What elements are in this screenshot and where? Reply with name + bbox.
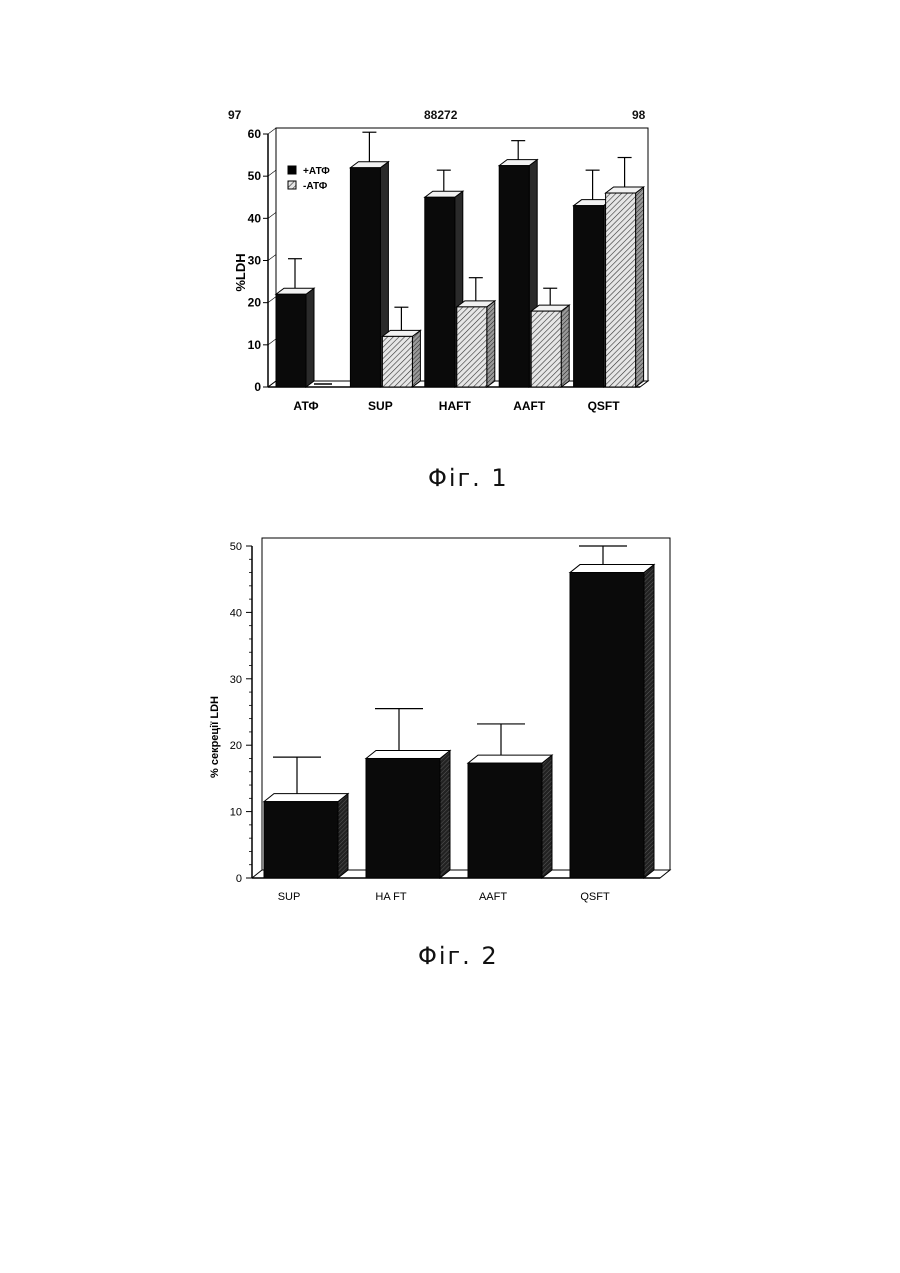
fig1-error-bar-plus [586,170,600,200]
fig1-y-tick-3d [268,255,276,261]
fig2-y-tick-label: 10 [230,807,242,819]
fig2-bar [366,750,450,878]
fig1-error-bar-plus [362,132,376,162]
fig2-error-bar [579,546,627,565]
figure-1-chart: 0 10 20 30 40 50 60 %LDH АТФ SUP HAFT AAFT QSFT +АТФ -… [233,127,648,413]
fig2-y-tick-label: 50 [230,541,242,553]
fig1-x-tick-label: QSFT [588,399,621,413]
fig1-error-bar-minus [394,307,408,330]
fig2-y-tick-label: 20 [230,740,242,752]
fig1-bar-minus-atp [606,187,644,387]
fig1-x-tick-label: AAFT [513,399,546,413]
fig2-error-bar [477,724,525,755]
fig2-x-tick-label: HA FT [375,891,406,903]
fig2-error-bar [375,709,423,751]
fig1-y-tick-label: 30 [248,254,262,268]
fig2-y-tick-label: 0 [236,873,242,885]
fig2-bar [264,794,348,878]
fig2-error-bar [273,757,321,794]
fig2-x-tick-label: AAFT [479,891,507,903]
fig1-y-axis-label: %LDH [233,253,248,291]
fig1-error-bar-minus [469,278,483,301]
fig2-y-tick-label: 30 [230,674,242,686]
fig1-y-tick-label: 60 [248,127,262,141]
fig2-x-tick-label: QSFT [580,891,610,903]
fig1-y-tick-label: 40 [248,211,262,225]
fig2-y-tick-label: 40 [230,607,242,619]
fig1-y-tick-3d [268,381,276,387]
figure-2-caption: Φіг. 2 [418,942,499,970]
fig1-y-tick-3d [268,170,276,176]
fig1-x-tick-label: АТФ [293,399,318,413]
fig1-error-bar-plus [511,141,525,160]
fig1-legend-swatch-minus [288,181,296,189]
figure-1-caption: Φіг. 1 [428,464,509,492]
fig2-bar [570,565,654,878]
fig1-y-tick-3d [268,128,276,134]
fig1-y-tick-label: 10 [248,338,262,352]
fig1-bar-plus-atp [276,288,314,387]
fig1-error-bar-minus [543,288,557,305]
fig1-legend-label-plus: +АТФ [303,166,330,177]
fig2-x-tick-label: SUP [278,891,301,903]
fig1-error-bar-plus [288,259,302,289]
fig1-y-tick-label: 20 [248,296,262,310]
fig2-y-axis-label: % секреції LDH [209,696,221,778]
fig1-y-tick-3d [268,297,276,303]
fig1-x-tick-label: HAFT [439,399,472,413]
fig1-legend-swatch-plus [288,166,296,174]
fig1-bar-minus-atp [457,301,495,387]
fig1-y-tick-3d [268,339,276,345]
fig1-x-tick-label: SUP [368,399,393,413]
figure-2-chart: 0 10 20 30 40 50 % секреції LDH SUP HA FT AAFT QSF… [209,538,670,903]
fig1-bar-minus-atp [382,330,420,387]
fig1-legend: +АТФ -АТФ [288,166,330,192]
fig2-bar [468,755,552,878]
fig1-y-tick-label: 0 [254,380,261,394]
fig1-legend-label-minus: -АТФ [303,181,328,192]
fig1-y-tick-3d [268,212,276,218]
fig1-bar-minus-atp [531,305,569,387]
fig1-y-tick-label: 50 [248,169,262,183]
fig1-error-bar-minus [618,158,632,188]
fig1-error-bar-plus [437,170,451,191]
